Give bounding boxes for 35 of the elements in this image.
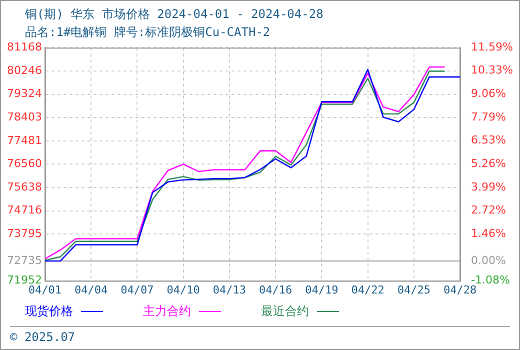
x-tick-label: 04/22 [351,283,384,296]
chart-title: 铜(期) 华东 市场价格 2024-04-01 - 2024-04-28 [25,6,324,23]
x-tick-label: 04/07 [120,283,154,296]
y2-tick-label: 7.79% [471,110,506,124]
y2-tick-label: 2.72% [471,204,506,217]
x-tick-label: 04/10 [166,283,200,296]
y-tick-label: 77481 [6,134,42,147]
legend-label: 主力合约 [143,304,191,318]
y2-tick-label: 9.06% [471,87,506,100]
x-tick-label: 04/25 [397,283,430,296]
y2-tick-label: 3.99% [471,180,506,194]
y2-tick-label: 0.00% [471,254,506,267]
y-tick-label: 75638 [6,180,42,194]
y-tick-label: 80246 [6,64,42,77]
x-tick-label: 04/19 [305,283,338,296]
y-tick-label: 73795 [6,227,42,240]
legend-label: 现货价格 [25,304,73,318]
y-tick-label: 76560 [6,157,42,170]
legend-label: 最近合约 [261,304,309,318]
y2-tick-label: 11.59% [471,40,514,54]
y-tick-label: 79324 [6,87,42,100]
y-tick-label: 74716 [6,204,42,217]
x-tick-label: 04/04 [74,283,108,296]
x-tick-label: 04/13 [212,283,246,296]
chart-subtitle: 品名:1#电解铜 牌号:标准阴极铜Cu-CATH-2 [25,24,270,41]
y-tick-label: 72735 [6,254,42,267]
y2-tick-label: 5.26% [471,156,506,170]
x-tick-label: 04/28 [443,283,477,296]
x-tick-label: 04/16 [259,283,292,296]
text: © 2025.07 [10,330,76,344]
y-tick-label: 78403 [6,110,42,124]
y-tick-label: 81168 [6,40,42,54]
y2-tick-label: 10.33% [471,64,514,77]
y2-tick-label: 1.46% [471,226,506,240]
y2-tick-label: 6.53% [471,134,506,147]
